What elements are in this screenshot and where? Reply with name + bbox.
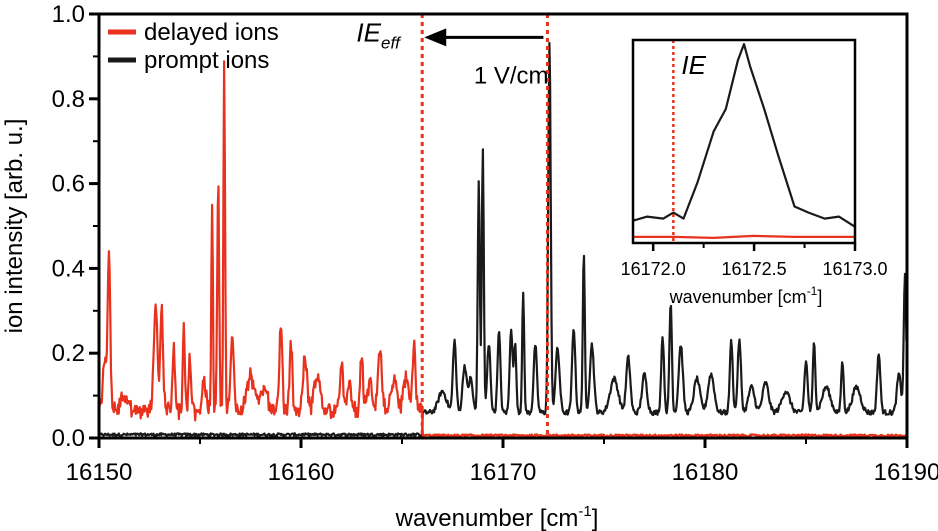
x-tick-label: 16190 (874, 459, 938, 486)
y-tick-label: 1.0 (52, 1, 85, 28)
inset-x-ticks: 16172.0 16172.5 16173.0 (621, 243, 888, 279)
main-vlines-group (420, 14, 549, 438)
inset-frame (631, 38, 857, 245)
inset-ie-label: IE (681, 50, 706, 80)
inset-x-tick-label: 16172.0 (621, 259, 686, 279)
shift-arrow-head (424, 28, 447, 47)
x-tick-label: 16180 (672, 459, 739, 486)
main-y-ticks: 0.0 0.2 0.4 0.6 0.8 1.0 (52, 1, 99, 452)
y-tick-label: 0.4 (52, 255, 85, 282)
y-tick-label: 0.8 (52, 86, 85, 113)
x-axis-label-sup: -1 (578, 503, 591, 520)
x-axis-label-main: wavenumber [cm (395, 505, 579, 531)
series-line-prompt (97, 41, 908, 437)
legend: delayed ions prompt ions (108, 19, 279, 74)
x-tick-label: 16170 (470, 459, 537, 486)
y-axis-label: ion intensity [arb. u.] (1, 119, 28, 334)
inset-x-axis-label-main: wavenumber [cm (669, 287, 807, 307)
inset-x-axis-label-sup: -1 (807, 284, 818, 298)
inset-series-line-delayed (633, 234, 855, 239)
field-strength-annotation: 1 V/cm (474, 62, 549, 89)
y-tick-label: 0.0 (52, 425, 85, 452)
x-tick-label: 16160 (268, 459, 335, 486)
ie-eff-sub: eff (381, 33, 402, 52)
legend-label-prompt: prompt ions (144, 47, 269, 74)
legend-label-delayed: delayed ions (144, 19, 279, 46)
inset-x-axis-label-tail: ] (817, 287, 822, 307)
y-tick-label: 0.6 (52, 171, 85, 198)
inset-series-group (632, 43, 856, 239)
inset-plot: IE 16172.0 16172.5 16173.0 wavenumber [cm-… (621, 38, 888, 307)
main-x-ticks: 16150 16160 16170 16180 16190 (66, 438, 938, 486)
main-series-group (97, 41, 908, 438)
inset-background (633, 40, 855, 243)
x-axis-label-tail: ] (592, 505, 599, 531)
y-tick-label: 0.2 (52, 340, 85, 367)
inset-x-axis-label: wavenumber [cm-1] (669, 284, 823, 307)
series-line-delayed (97, 60, 908, 438)
inset-x-tick-label: 16173.0 (822, 259, 887, 279)
x-tick-label: 16150 (66, 459, 133, 486)
inset-x-tick-label: 16172.5 (722, 259, 787, 279)
ie-eff-annotation: IEeff (356, 17, 402, 52)
inset-series-line-prompt (632, 43, 856, 228)
x-axis-label: wavenumber [cm-1] (395, 503, 599, 531)
ie-eff-base: IE (356, 17, 381, 47)
